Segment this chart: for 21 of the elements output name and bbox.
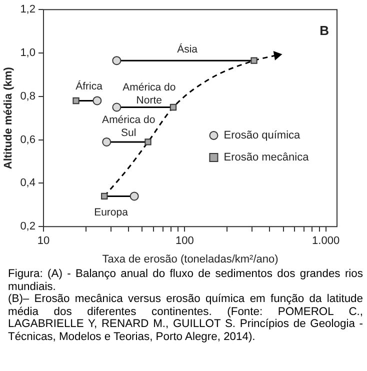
y-tick-label: 1,2: [20, 4, 36, 16]
x-tick-label: 100: [175, 235, 194, 248]
annotation: América do Sul: [102, 114, 156, 140]
text: (B)– Erosão mecânica versus erosão química em função da latitude média dos diferentes continentes. (Fonte: POMEROL C., LAGABRIELLE Y, RENARD M., GUILLOT S. Princípios de Geologia - Técnicas, Modelos e Teorias, Porto Alegre, 2014).: [8, 293, 363, 343]
y-tick-label: 0,4: [20, 177, 36, 190]
legend-label: Erosão mecânica: [224, 151, 310, 164]
annotation: África: [76, 80, 103, 93]
x-tick-label: 1.000: [312, 235, 340, 248]
y-tick-label: 1,0: [20, 47, 36, 60]
text: Figura: (A) - Balanço anual do fluxo de sedimentos dos grandes rios mundiais.: [8, 268, 363, 293]
y-axis-title: Altitude média (km): [2, 66, 15, 170]
y-tick-label: 0,2: [20, 220, 36, 233]
y-tick-label: 0,8: [20, 90, 36, 102]
annotation: Europa: [94, 206, 128, 218]
annotation: Ásia: [177, 42, 198, 56]
x-axis-title: Taxa de erosão (toneladas/km²/ano): [102, 253, 278, 266]
annotation: América do Norte: [122, 82, 176, 107]
annotation: B: [320, 23, 329, 38]
legend-label: Erosão química: [224, 129, 302, 142]
x-tick-label: 10: [37, 235, 50, 248]
y-tick-label: 0,6: [20, 134, 36, 146]
